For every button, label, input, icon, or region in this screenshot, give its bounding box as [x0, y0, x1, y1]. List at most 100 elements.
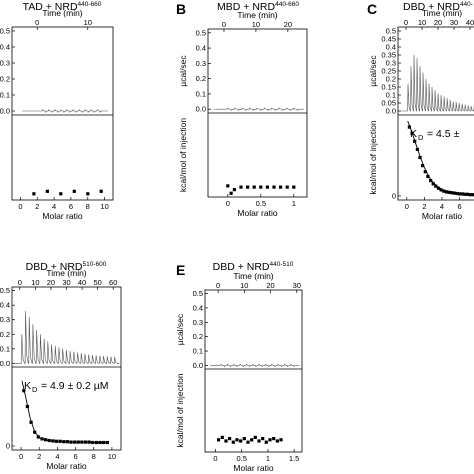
panel-letter: E [176, 262, 185, 278]
data-point [246, 185, 250, 189]
data-point [94, 440, 99, 445]
thermogram-trace [15, 310, 120, 364]
time-tick-label: 40 [78, 278, 86, 287]
data-point [32, 192, 36, 196]
data-point [268, 438, 272, 442]
time-tick-label: 10 [252, 20, 260, 29]
ratio-tick-label: 0.5 [236, 454, 246, 463]
heat-axis-label: kcal/mol of injection [178, 118, 188, 192]
data-point [59, 192, 63, 196]
data-point [228, 437, 232, 441]
panel-title: DBD + NRD440-510 [213, 261, 294, 273]
power-tick-label: 0.25 [381, 67, 396, 76]
data-point [426, 174, 430, 179]
time-tick-label: 10 [240, 281, 248, 290]
ratio-tick-label: 0 [19, 452, 23, 461]
data-point [455, 191, 459, 196]
time-tick-label: 10 [418, 18, 426, 27]
thermogram-trace [22, 109, 108, 113]
ratio-tick-label: 1 [292, 199, 296, 208]
plot-frame [11, 286, 122, 451]
data-point [415, 147, 419, 151]
power-tick-label: 0.05 [381, 99, 396, 108]
plot-frame [397, 26, 474, 201]
ratio-tick-label: 8 [92, 452, 96, 461]
data-point [272, 185, 276, 189]
time-tick-label: 20 [266, 281, 274, 290]
power-tick-label: 0.3 [0, 315, 10, 324]
power-tick-label: 0.2 [196, 74, 206, 83]
data-point [253, 435, 257, 439]
power-tick-label: 0.2 [0, 75, 10, 84]
ratio-tick-label: 2 [35, 202, 39, 211]
data-point [292, 185, 296, 189]
data-point [76, 440, 80, 444]
power-tick-label: 0.3 [386, 59, 396, 68]
data-point [65, 440, 69, 444]
power-tick-label: 0.5 [193, 289, 203, 298]
power-tick-label: 0.35 [381, 51, 396, 60]
heat-axis-label: kcal/mol of injection [368, 120, 378, 194]
power-tick-label: 0.5 [196, 28, 206, 37]
power-tick-label: 0.3 [196, 59, 206, 68]
data-point [235, 438, 239, 442]
power-tick-label: 0.1 [386, 91, 396, 100]
kd-label: K [24, 380, 31, 392]
power-tick-label: 0.2 [386, 75, 396, 84]
data-point [33, 430, 37, 434]
power-tick-label: 0.5 [386, 27, 396, 36]
data-point [279, 438, 283, 442]
ratio-tick-label: 8 [86, 202, 90, 211]
ratio-tick-label: 4 [440, 202, 444, 211]
data-point [62, 440, 66, 444]
ratio-tick-label: 2 [37, 452, 41, 461]
time-tick-label: 50 [93, 278, 101, 287]
power-tick-label: 0.5 [0, 286, 10, 295]
time-tick-label: 20 [47, 278, 55, 287]
data-point [250, 438, 254, 442]
time-tick-label: 20 [434, 18, 442, 27]
power-tick-label: 0.4 [0, 301, 10, 310]
kd-value: = 4.9 ± 0.2 µM [41, 380, 109, 392]
data-point [264, 440, 268, 444]
power-tick-label: 0.1 [196, 89, 206, 98]
data-point [436, 186, 441, 190]
molar-ratio-axis-label: Molar ratio [237, 208, 277, 218]
plot-frame [204, 289, 303, 453]
power-tick-label: 0.45 [381, 35, 396, 44]
time-axis-label: Time (min) [46, 268, 86, 278]
data-point [261, 437, 265, 441]
data-point [224, 439, 228, 443]
data-point [40, 437, 44, 441]
molar-ratio-axis-label: Molar ratio [46, 461, 86, 471]
power-tick-label: 0.0 [196, 105, 206, 114]
data-point [452, 191, 456, 195]
time-axis-label: Time (min) [422, 8, 462, 18]
power-tick-label: 0.3 [193, 318, 203, 327]
data-point [272, 437, 276, 441]
data-point [410, 131, 414, 135]
time-tick-label: 30 [450, 18, 458, 27]
data-point [465, 192, 470, 196]
thermogram-trace [210, 363, 300, 368]
ratio-tick-label: 0.5 [256, 199, 266, 208]
molar-ratio-axis-label: Molar ratio [422, 211, 462, 221]
data-point [44, 438, 48, 442]
kd-value: = 4.5 ± [427, 128, 460, 140]
data-point [407, 125, 411, 129]
power-tick-label: 0.3 [0, 59, 10, 68]
data-point [434, 184, 438, 188]
data-point [285, 185, 289, 189]
power-tick-label: 0.4 [0, 43, 10, 52]
data-point [86, 192, 90, 196]
thermogram-trace [214, 107, 304, 111]
panel-letter: C [367, 1, 377, 17]
power-tick-label: 0.0 [0, 359, 10, 368]
data-point [69, 440, 73, 444]
power-tick-label: 0.0 [193, 361, 203, 370]
data-point [220, 435, 224, 439]
